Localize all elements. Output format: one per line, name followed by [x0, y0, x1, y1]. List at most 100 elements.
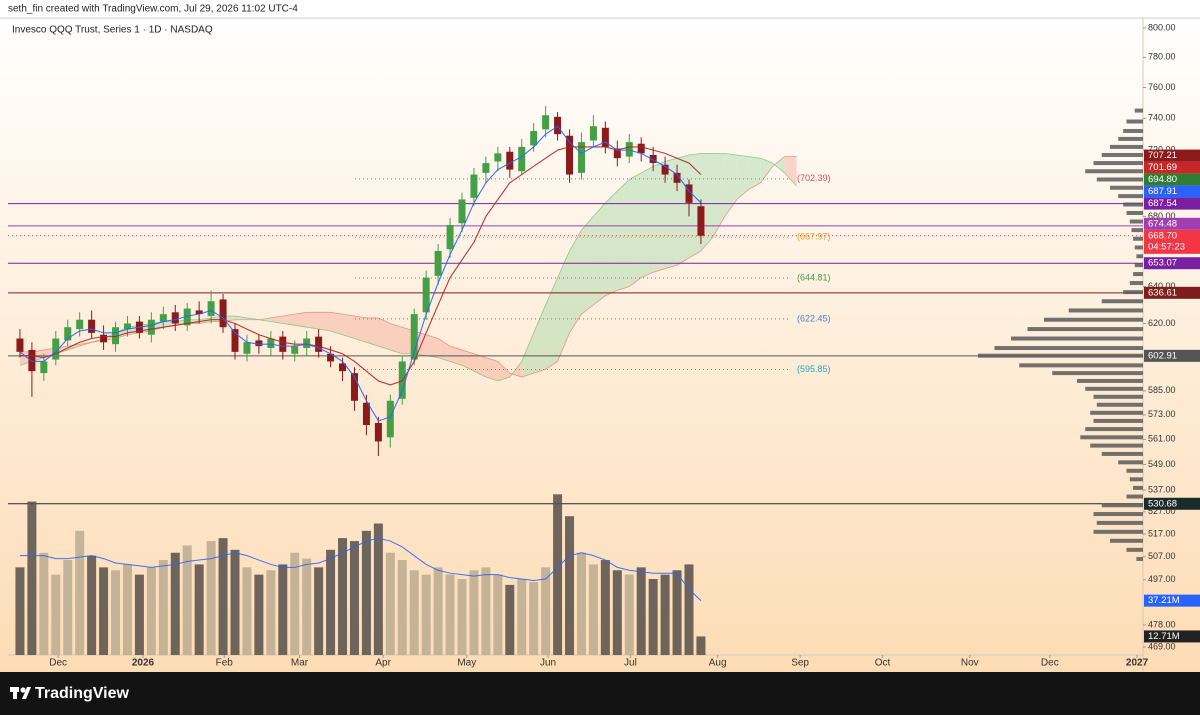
volume-profile-bar — [1118, 136, 1143, 141]
candle-body — [16, 338, 24, 352]
cloud-segment — [258, 317, 271, 322]
cloud-segment — [772, 156, 785, 173]
candle-body — [625, 142, 633, 157]
x-tick-label: Oct — [875, 658, 891, 669]
volume-bar — [684, 564, 694, 655]
volume-profile-bar — [1123, 290, 1143, 295]
candle-body — [243, 342, 251, 354]
volume-bar — [158, 560, 168, 655]
volume-bar — [87, 555, 97, 655]
volume-profile-bar — [1052, 371, 1143, 376]
candle-body — [88, 319, 96, 333]
candle-body — [339, 363, 347, 372]
price-tag-label: 636.61 — [1148, 287, 1177, 298]
volume-bar — [99, 567, 109, 655]
volume-profile-bar — [1027, 327, 1143, 332]
candle-body — [637, 143, 645, 154]
volume-profile-bar — [1096, 402, 1143, 407]
cloud-segment — [294, 312, 307, 328]
y-tick-label: 680.00 — [1148, 211, 1176, 221]
volume-bar — [63, 560, 73, 655]
y-tick-label: 549.00 — [1148, 459, 1176, 469]
y-tick-label: 760.00 — [1148, 82, 1176, 92]
x-tick-label: Aug — [709, 658, 727, 669]
cloud-segment — [354, 316, 367, 343]
candle-body — [123, 323, 131, 330]
price-tag-label: 701.69 — [1148, 162, 1177, 173]
volume-profile-bar — [1093, 418, 1143, 423]
volume-bar — [612, 570, 622, 655]
volume-bar — [134, 574, 144, 655]
volume-bar — [541, 567, 551, 655]
brand-name: TradingView — [35, 685, 130, 702]
candle-body — [207, 301, 215, 317]
cloud-segment — [593, 202, 606, 305]
y-tick-label: 517.00 — [1148, 528, 1176, 538]
x-tick-label: Jul — [624, 658, 637, 669]
volume-profile-bar — [1077, 378, 1143, 383]
cloud-segment — [581, 216, 594, 315]
cloud-segment — [712, 153, 725, 238]
volume-profile-bar — [1093, 394, 1143, 399]
cloud-segment — [605, 191, 618, 296]
volume-profile-bar — [1096, 520, 1143, 525]
volume-profile-bar — [1044, 317, 1143, 322]
cloud-segment — [426, 334, 439, 358]
candle-body — [482, 163, 490, 173]
cloud-segment — [629, 172, 642, 287]
candle-body — [506, 151, 514, 170]
candle-body — [458, 199, 466, 224]
price-tag — [1144, 349, 1200, 362]
volume-bar — [39, 552, 49, 655]
volume-bar — [230, 549, 240, 655]
volume-profile-bar — [1011, 336, 1143, 341]
volume-bar — [481, 567, 491, 655]
cloud-segment — [665, 158, 678, 269]
cloud-segment — [306, 312, 319, 330]
price-tag — [1144, 229, 1200, 254]
candle-body — [494, 153, 502, 162]
volume-bar — [373, 523, 383, 655]
candle-body — [673, 172, 681, 183]
volume-bar — [27, 501, 37, 655]
volume-profile-bar — [1110, 185, 1143, 190]
y-tick-label: 640.00 — [1148, 281, 1176, 291]
cloud-segment — [700, 153, 713, 251]
x-tick-label: May — [457, 658, 476, 669]
volume-profile-bar — [1133, 272, 1143, 277]
candle-body — [195, 310, 203, 315]
candle-body — [601, 127, 609, 147]
price-tag-label: 530.68 — [1148, 498, 1177, 509]
volume-profile-bar — [1090, 443, 1143, 448]
credit: seth_fin created with TradingView.com, J… — [8, 4, 298, 15]
y-tick-label: 537.00 — [1148, 484, 1176, 494]
candle-body — [28, 349, 36, 372]
cloud-segment — [653, 161, 666, 273]
candle-body — [613, 148, 621, 159]
candle-body — [530, 130, 538, 146]
volume-profile-bar — [1101, 152, 1143, 157]
plot: 800.00 780.00 760.00 740.00 720.00 680.00 640.… — [8, 22, 1200, 669]
volume-bar — [15, 567, 25, 655]
level-label: (702.39) — [797, 173, 831, 183]
cloud-segment — [677, 154, 689, 266]
y-tick-label: 800.00 — [1148, 22, 1176, 32]
cloud-segment — [724, 153, 737, 217]
volume-bar — [445, 574, 455, 655]
y-tick-label: 720.00 — [1148, 145, 1176, 155]
volume-ma-line — [19, 537, 702, 602]
brand-logo — [10, 687, 31, 699]
candle-body — [697, 206, 705, 236]
volume-bar — [254, 574, 264, 655]
symbol-title: Invesco QQQ Trust, Series 1 · 1D · NASDA… — [12, 25, 213, 36]
volume-bar — [266, 570, 276, 655]
cloud-segment — [378, 317, 391, 350]
candle-body — [267, 338, 275, 349]
cloud-segment — [557, 250, 570, 362]
cloud-segment — [366, 317, 379, 347]
price-tag — [1144, 197, 1200, 210]
volume-profile-bar — [1093, 529, 1143, 534]
volume-profile-bar — [1068, 308, 1143, 313]
volume-bar — [314, 567, 324, 655]
volume-profile-bar — [1019, 363, 1143, 368]
